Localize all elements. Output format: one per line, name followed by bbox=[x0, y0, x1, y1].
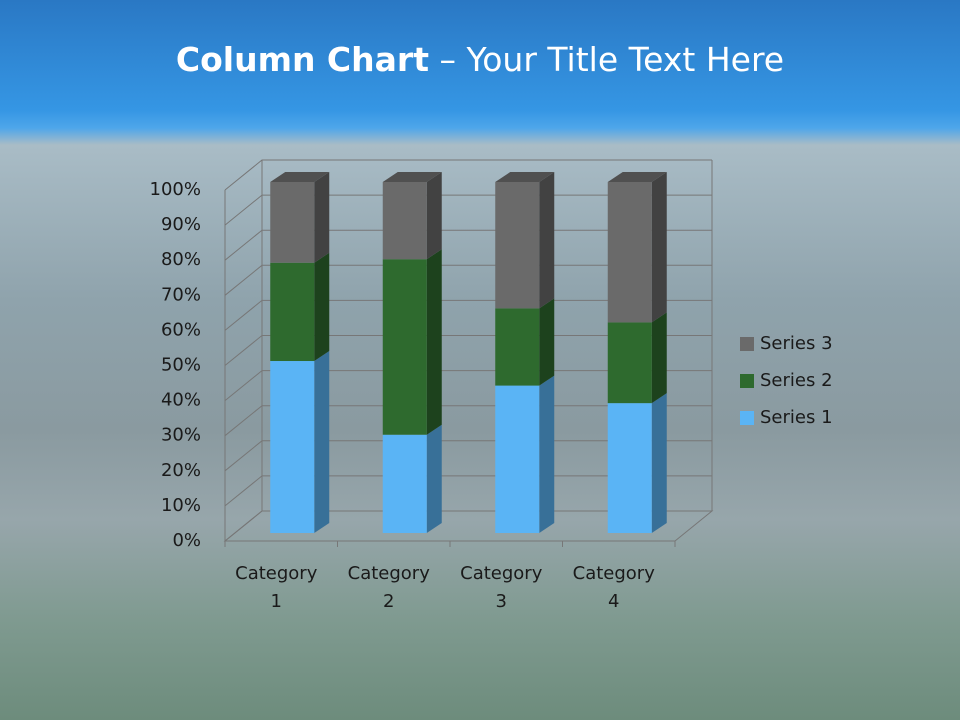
bar-top bbox=[270, 172, 330, 182]
bar-top bbox=[382, 172, 442, 182]
y-tick-label: 60% bbox=[161, 319, 201, 340]
legend-label: Series 2 bbox=[760, 370, 833, 391]
grid-line bbox=[224, 159, 712, 191]
grid-line bbox=[224, 440, 712, 472]
y-tick-label: 0% bbox=[172, 530, 201, 551]
bar bbox=[607, 182, 652, 323]
y-tick-label: 50% bbox=[161, 355, 201, 376]
y-tick-label: 90% bbox=[161, 214, 201, 235]
bar bbox=[607, 322, 652, 404]
bar-top bbox=[607, 172, 667, 182]
grid-line bbox=[224, 370, 712, 401]
title-bold: Column Chart bbox=[175, 40, 429, 79]
legend-swatch bbox=[740, 411, 754, 425]
grid-line bbox=[224, 475, 712, 507]
bar-side bbox=[651, 393, 667, 533]
grid-line bbox=[224, 335, 712, 366]
bar-side bbox=[314, 172, 330, 263]
bar bbox=[382, 182, 427, 260]
bar bbox=[495, 385, 540, 533]
bar bbox=[607, 403, 652, 533]
grid-line bbox=[224, 299, 712, 331]
x-tick-label: Category 1 bbox=[235, 563, 318, 612]
bar bbox=[382, 259, 427, 435]
y-tick-label: 20% bbox=[161, 460, 201, 481]
grid-line bbox=[224, 194, 712, 226]
legend-swatch bbox=[740, 337, 754, 351]
grid-line bbox=[224, 264, 712, 296]
bar-side bbox=[314, 252, 330, 362]
bar bbox=[270, 262, 315, 362]
bar bbox=[495, 182, 540, 309]
bar bbox=[382, 434, 427, 533]
title-rest: – Your Title Text Here bbox=[439, 40, 785, 79]
bar bbox=[270, 182, 315, 263]
y-tick-label: 40% bbox=[161, 390, 201, 411]
y-tick-label: 70% bbox=[161, 284, 201, 305]
legend-label: Series 1 bbox=[760, 407, 833, 428]
grid-line bbox=[224, 229, 712, 261]
grid-line bbox=[224, 405, 712, 437]
bar bbox=[495, 308, 540, 386]
bar-side bbox=[539, 298, 555, 386]
legend-swatch bbox=[740, 374, 754, 388]
bar-side bbox=[426, 172, 442, 260]
bar-side bbox=[651, 172, 667, 323]
slide-title: Column Chart – Your Title Text Here bbox=[0, 40, 960, 79]
bar-side bbox=[314, 351, 330, 533]
bar bbox=[270, 361, 315, 533]
grid-line bbox=[224, 510, 712, 542]
y-tick-label: 100% bbox=[150, 179, 201, 200]
y-tick-label: 10% bbox=[161, 495, 201, 516]
legend-label: Series 3 bbox=[760, 333, 833, 354]
bar-side bbox=[539, 375, 555, 533]
bar-side bbox=[651, 312, 667, 404]
bar-side bbox=[426, 249, 442, 435]
bar-top bbox=[495, 172, 555, 182]
x-tick-label: Category 2 bbox=[347, 563, 430, 612]
y-tick-label: 80% bbox=[161, 249, 201, 270]
y-tick-label: 30% bbox=[161, 425, 201, 446]
x-tick-label: Category 3 bbox=[460, 563, 543, 612]
bar-side bbox=[426, 424, 442, 533]
x-tick-label: Category 4 bbox=[572, 563, 655, 612]
bar-side bbox=[539, 172, 555, 309]
